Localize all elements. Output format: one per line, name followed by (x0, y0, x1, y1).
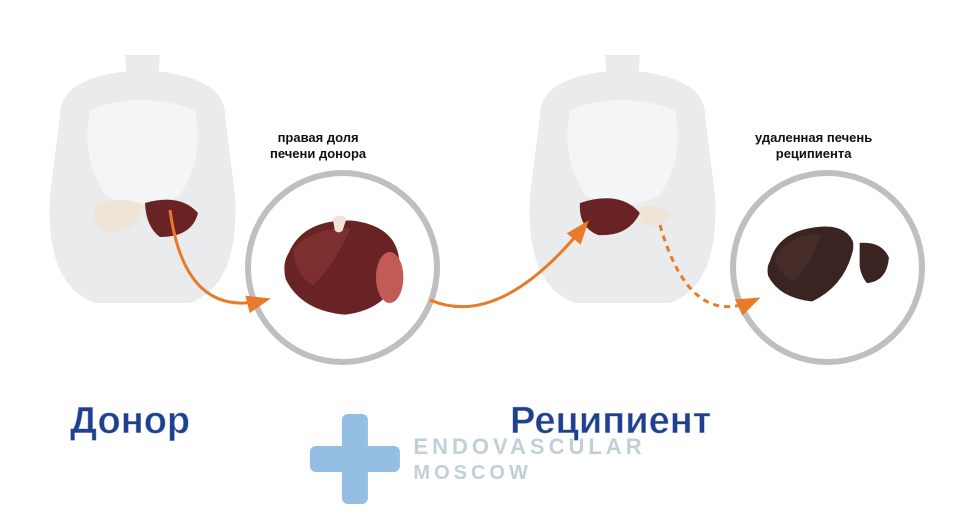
plus-icon (309, 414, 399, 504)
watermark-line1: ENDOVASCULAR (413, 434, 645, 460)
label-donor: Донор (70, 400, 190, 443)
watermark-line2: MOSCOW (413, 462, 645, 485)
diagram-stage: правая доля печени донора удаленная пече… (0, 0, 955, 522)
label-right-lobe: правая доля печени донора (270, 130, 366, 163)
label-removed-liver: удаленная печень реципиента (755, 130, 872, 163)
watermark-text: ENDOVASCULAR MOSCOW (413, 434, 645, 485)
watermark: ENDOVASCULAR MOSCOW (309, 414, 645, 504)
